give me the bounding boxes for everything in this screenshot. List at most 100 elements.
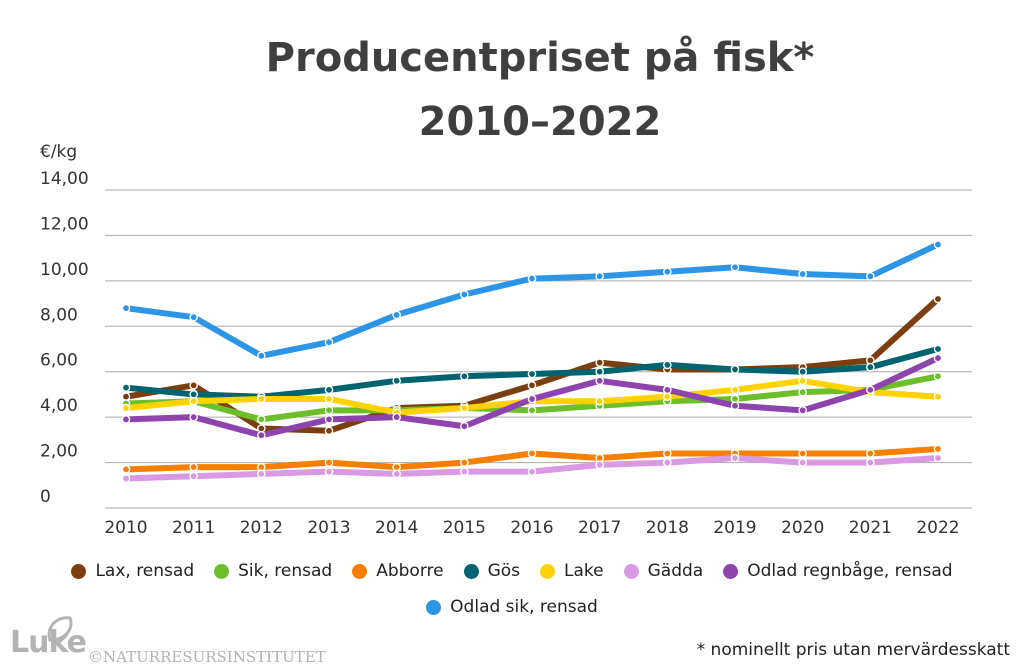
data-point [798, 406, 807, 415]
data-point [189, 396, 198, 406]
data-point [933, 392, 943, 402]
legend-row-2: Odlad sik, rensad [0, 597, 1024, 617]
legend-label: Gös [487, 561, 521, 581]
data-point [730, 385, 740, 395]
legend-label: Lake [564, 561, 604, 581]
data-point [392, 412, 401, 422]
data-point [595, 460, 604, 470]
legend-label: Odlad regnbåge, rensad [747, 561, 953, 581]
legend-item: Odlad sik, rensad [426, 597, 598, 617]
data-point [324, 394, 334, 404]
y-tick-label: 12,00 [40, 214, 89, 234]
chart-title: Producentpriset på fisk* 2010–2022 [265, 35, 815, 145]
data-point [121, 303, 131, 313]
data-point [392, 310, 401, 320]
legend-swatch [426, 599, 442, 615]
legend-swatch [71, 563, 87, 579]
data-point [866, 362, 875, 372]
data-point [392, 376, 401, 386]
x-tick-label: 2019 [713, 518, 756, 538]
legend-item: Sik, rensad [214, 561, 332, 581]
data-point [527, 394, 537, 404]
data-point [189, 471, 198, 481]
y-tick-label: 8,00 [40, 305, 78, 325]
data-point [798, 269, 807, 279]
x-tick-label: 2018 [646, 518, 689, 538]
data-point [324, 458, 334, 467]
data-point [460, 403, 469, 413]
data-point [933, 371, 943, 381]
data-point [663, 458, 672, 467]
data-point [527, 369, 537, 379]
data-point [460, 371, 469, 381]
series-group [121, 453, 943, 483]
data-point [324, 337, 334, 347]
series-group [121, 294, 943, 436]
data-point [189, 462, 198, 472]
data-point [730, 401, 740, 411]
legend-item: Lake [540, 561, 604, 581]
legend-swatch [723, 563, 739, 579]
data-point [460, 467, 469, 476]
data-point [866, 458, 875, 467]
x-tick-label: 2010 [104, 518, 147, 538]
x-tick-label: 2016 [510, 518, 553, 538]
legend-label: Sik, rensad [238, 561, 333, 581]
data-point [527, 274, 537, 283]
data-point [121, 474, 131, 483]
y-tick-label: 6,00 [40, 351, 78, 371]
x-tick-label: 2017 [578, 518, 621, 538]
copyright-notice: ©NATURRESURSINSTITUTET [88, 648, 326, 666]
data-point [257, 431, 266, 440]
data-point [866, 385, 875, 395]
x-tick-label: 2022 [916, 518, 959, 538]
x-tick-label: 2021 [849, 518, 892, 538]
series-group [121, 353, 943, 440]
data-point [595, 367, 604, 377]
data-point [527, 406, 537, 415]
data-point [798, 376, 807, 386]
data-point [663, 385, 672, 395]
y-axis-unit-label: €/kg [40, 142, 77, 162]
data-point [121, 383, 131, 392]
data-point [257, 415, 266, 424]
x-tick-label: 2012 [240, 518, 283, 538]
data-point [663, 449, 672, 458]
data-point [866, 272, 875, 281]
data-point [527, 467, 537, 476]
data-point [595, 358, 604, 367]
data-point [595, 272, 604, 281]
legend-item: Gös [463, 561, 521, 581]
data-point [460, 458, 469, 467]
data-point [460, 421, 469, 431]
legend-item: Odlad regnbåge, rensad [723, 561, 953, 581]
data-point [189, 381, 198, 390]
data-point [730, 453, 740, 463]
x-tick-label: 2015 [443, 518, 486, 538]
data-point [933, 453, 943, 463]
data-point [257, 394, 266, 404]
x-axis-ticks: 2010 2011 2012 2013 2014 2015 2016 2017 2018 2019… [104, 518, 959, 538]
data-point [798, 367, 807, 377]
legend-swatch [623, 563, 639, 579]
data-point [798, 387, 807, 397]
data-point [324, 385, 334, 395]
y-tick-label: 0 [40, 487, 51, 507]
legend-label: Lax, rensad [95, 561, 195, 581]
data-point [324, 467, 334, 476]
legend-item: Gädda [623, 561, 703, 581]
data-point [121, 415, 131, 424]
legend-swatch [214, 563, 230, 579]
legend-swatch [352, 563, 368, 579]
data-point [121, 403, 131, 413]
data-point [730, 365, 740, 374]
legend-item: Abborre [352, 561, 444, 581]
luke-logo-leaf-icon [47, 616, 73, 642]
data-point [121, 465, 131, 474]
data-point [866, 449, 875, 458]
data-point [933, 240, 943, 249]
legend-swatch [540, 563, 556, 579]
data-point [933, 353, 943, 363]
data-point [257, 351, 266, 361]
legend-row-1: Lax, rensad Sik, rensad Abborre Gös Lake Gädd… [0, 561, 1024, 581]
